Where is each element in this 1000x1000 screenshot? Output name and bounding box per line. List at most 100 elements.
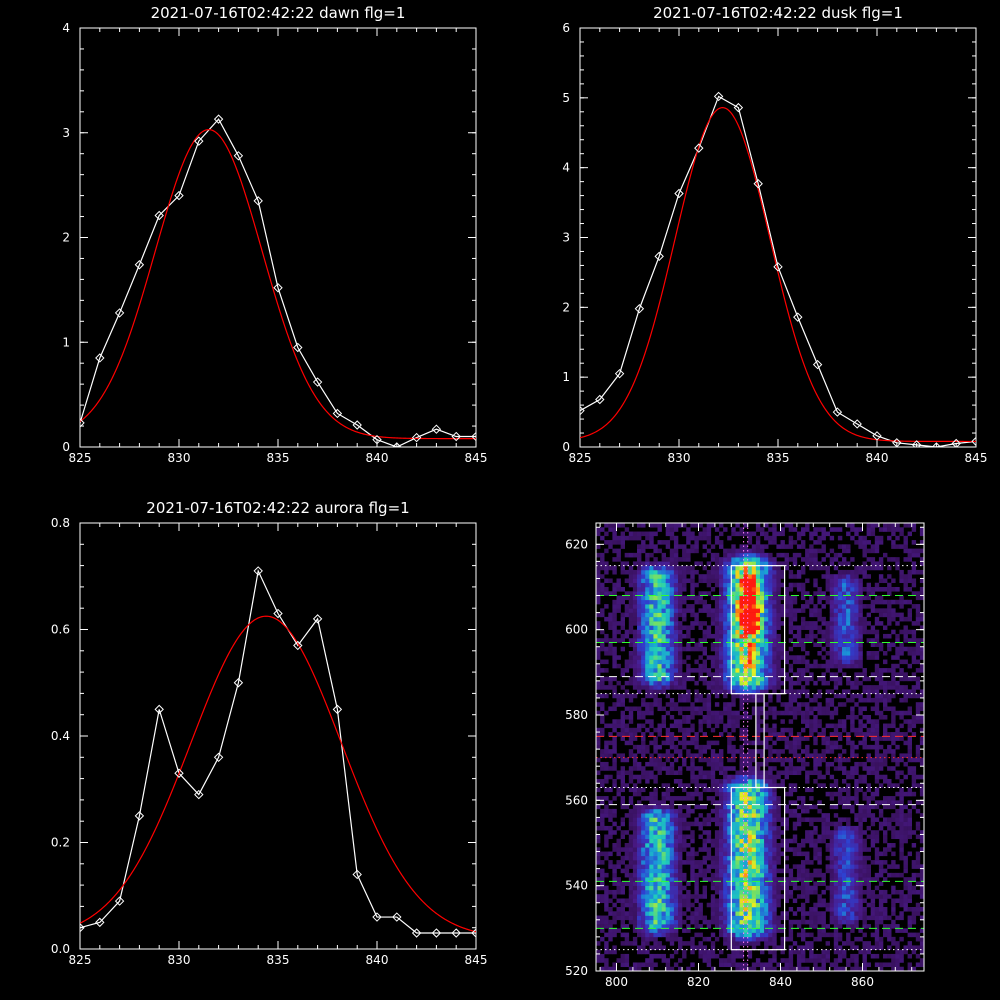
heatmap-cell — [829, 676, 835, 682]
heatmap-cell — [899, 817, 904, 822]
heatmap-cell — [665, 924, 671, 929]
heatmap-cell — [678, 629, 683, 635]
heatmap-cell — [735, 629, 740, 635]
heatmap-cell — [891, 911, 896, 916]
heatmap-cell — [858, 616, 863, 622]
heatmap-cell — [821, 966, 826, 971]
heatmap-cell — [760, 872, 765, 878]
heatmap-cell — [796, 642, 802, 648]
heatmap-cell — [620, 710, 625, 716]
heatmap-cell — [854, 791, 859, 797]
heatmap-cell — [637, 924, 642, 929]
heatmap-cell — [850, 766, 855, 771]
heatmap-cell — [608, 830, 613, 835]
heatmap-cell — [747, 783, 753, 788]
heatmap-cell — [665, 710, 671, 716]
heatmap-cell — [641, 629, 646, 635]
heatmap-cell — [878, 889, 884, 895]
heatmap-cell — [649, 843, 654, 848]
heatmap-cell — [829, 672, 835, 677]
heatmap-cell — [723, 787, 728, 793]
heatmap-cell — [628, 787, 634, 793]
heatmap-cell — [788, 680, 794, 686]
heatmap-cell — [772, 740, 777, 746]
heatmap-cell — [842, 689, 847, 694]
heatmap-cell — [657, 757, 662, 763]
heatmap-cell — [833, 629, 839, 635]
heatmap-cell — [768, 727, 773, 733]
heatmap-cell — [714, 672, 720, 677]
heatmap-cell — [878, 774, 884, 780]
heatmap-cell — [628, 825, 634, 831]
heatmap-cell — [719, 808, 724, 814]
heatmap-cell — [653, 779, 658, 784]
heatmap-cell — [801, 800, 806, 805]
heatmap-cell — [600, 898, 605, 904]
heatmap-cell — [895, 958, 900, 963]
heatmap-cell — [673, 685, 679, 690]
heatmap-cell — [842, 834, 847, 840]
heatmap-cell — [600, 800, 605, 805]
heatmap-cell — [616, 697, 621, 703]
heatmap-cell — [833, 825, 839, 831]
heatmap-cell — [665, 680, 671, 686]
heatmap-cell — [764, 915, 769, 921]
heatmap-cell — [719, 894, 724, 899]
heatmap-cell — [866, 834, 871, 840]
heatmap-cell — [887, 796, 892, 801]
heatmap-cell — [760, 719, 765, 724]
heatmap-cell — [850, 723, 855, 729]
heatmap-cell — [719, 825, 724, 831]
heatmap-cell — [678, 697, 683, 703]
heatmap-cell — [780, 838, 785, 844]
heatmap-cell — [641, 616, 646, 622]
heatmap-cell — [600, 693, 605, 699]
heatmap-cell — [850, 612, 855, 618]
heatmap-cell — [825, 710, 830, 716]
heatmap-cell — [842, 877, 847, 882]
heatmap-cell — [768, 753, 773, 758]
heatmap-cell — [743, 889, 748, 895]
heatmap-cell — [813, 804, 818, 810]
heatmap-cell — [833, 621, 839, 626]
heatmap-cell — [899, 958, 904, 963]
heatmap-cell — [899, 753, 904, 758]
heatmap-cell — [911, 723, 917, 729]
heatmap-cell — [768, 697, 773, 703]
y-tick-label: 0.4 — [51, 729, 70, 743]
heatmap-cell — [714, 847, 720, 852]
heatmap-cell — [805, 710, 810, 716]
heatmap-cell — [682, 732, 687, 737]
heatmap-cell — [719, 813, 724, 818]
heatmap-cell — [637, 966, 642, 971]
heatmap-cell — [878, 693, 884, 699]
heatmap-cell — [739, 787, 744, 793]
heatmap-cell — [829, 616, 835, 622]
heatmap-cell — [833, 612, 839, 618]
heatmap-cell — [624, 915, 630, 921]
heatmap-cell — [686, 889, 691, 895]
heatmap-cell — [727, 774, 732, 780]
heatmap-cell — [653, 633, 658, 639]
heatmap-cell — [641, 941, 646, 946]
heatmap-cell — [673, 646, 679, 652]
heatmap-cell — [833, 872, 839, 878]
heatmap-cell — [653, 796, 658, 801]
heatmap-cell — [854, 638, 859, 643]
heatmap-cell — [887, 821, 892, 827]
heatmap-cell — [833, 744, 839, 750]
heatmap-cell — [792, 710, 798, 716]
heatmap-cell — [739, 693, 744, 699]
data-point-marker — [134, 811, 145, 821]
heatmap-cell — [637, 608, 642, 613]
heatmap-cell — [751, 787, 757, 793]
heatmap-cell — [866, 945, 871, 950]
heatmap-cell — [772, 642, 777, 648]
heatmap-cell — [825, 830, 830, 835]
heatmap-cell — [858, 663, 863, 669]
heatmap-cell — [620, 616, 625, 622]
heatmap-cell — [661, 685, 666, 690]
heatmap-cell — [653, 668, 658, 673]
heatmap-cell — [842, 612, 847, 618]
heatmap-cell — [649, 817, 654, 822]
